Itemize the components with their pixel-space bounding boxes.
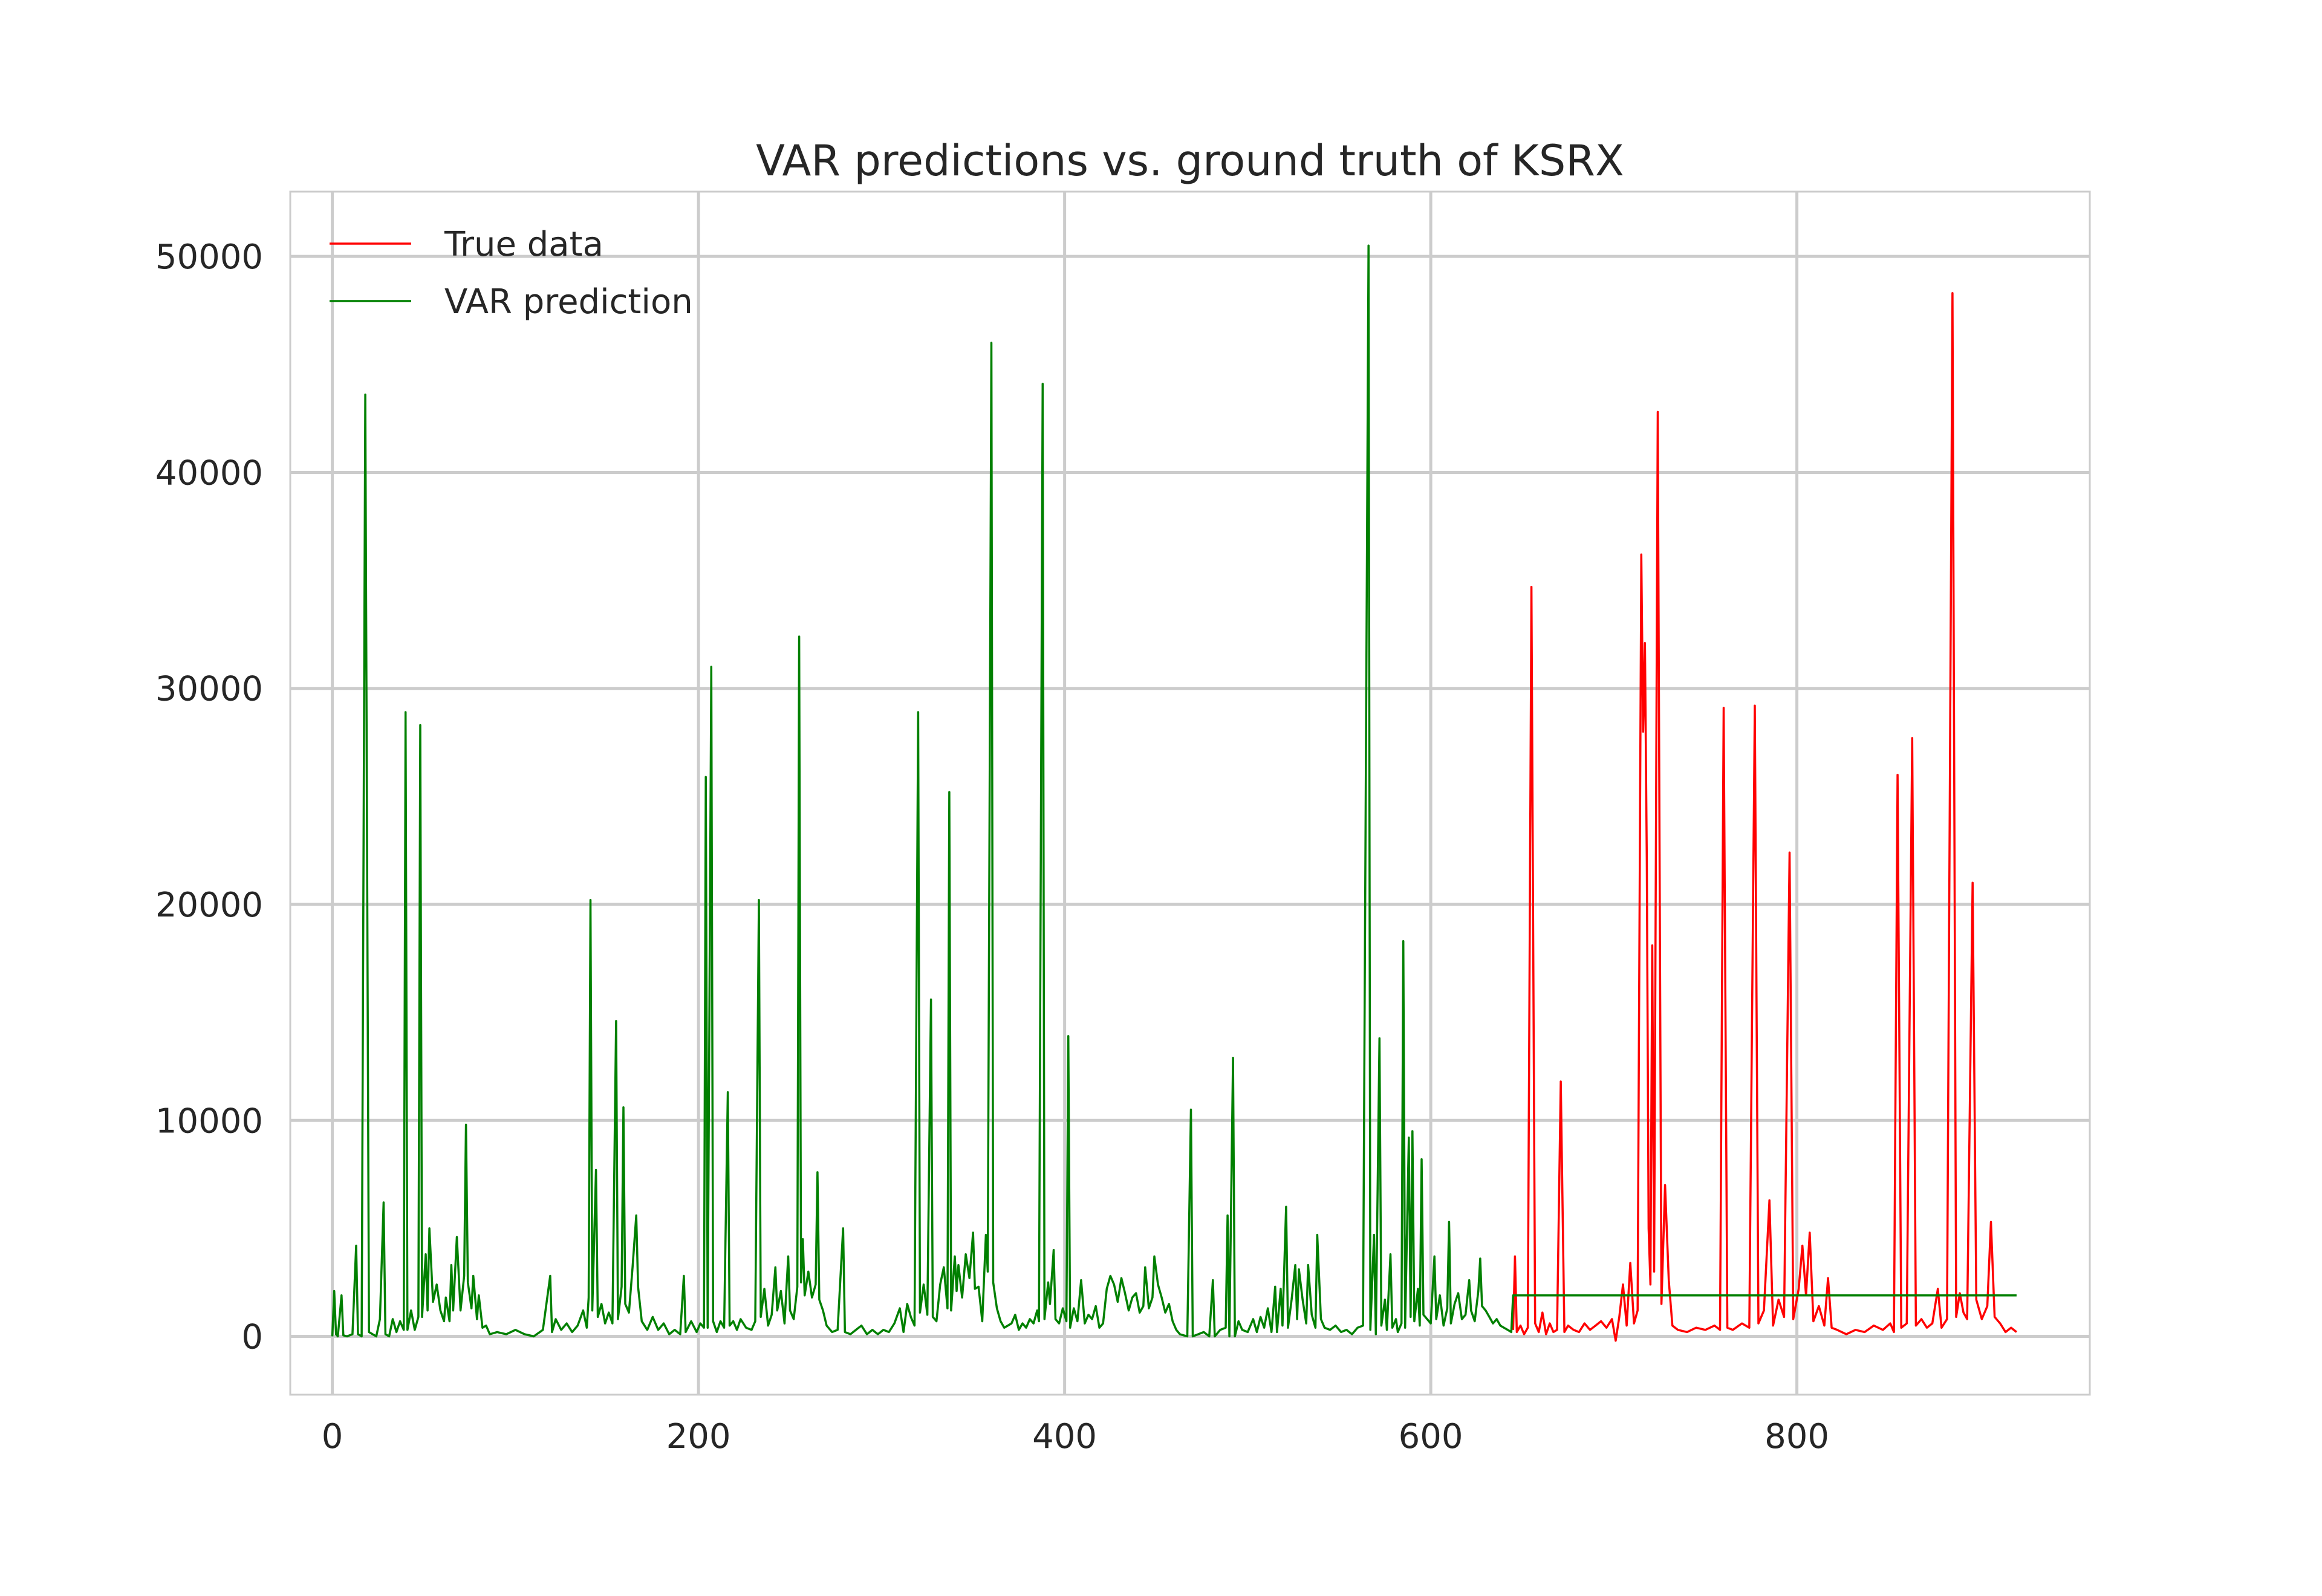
x-tick-label: 400 [1032,1417,1097,1456]
x-tick-label: 800 [1764,1417,1829,1456]
y-tick-label: 10000 [155,1101,263,1141]
y-tick-label: 20000 [155,886,263,925]
y-tick-label: 40000 [155,453,263,493]
series-layer [331,244,2017,1342]
y-tick-label: 30000 [155,670,263,709]
series-line-true-data [1512,292,2017,1342]
legend: True data VAR prediction [330,225,693,322]
y-tick-label: 50000 [155,238,263,277]
legend-label-true-data: True data [444,225,603,264]
plot-frame [289,190,2091,1396]
y-axis-ticks: 0 10000 20000 30000 40000 50000 [155,238,263,1357]
series-line-var-prediction [331,244,2017,1338]
y-tick-label: 0 [241,1318,263,1357]
legend-label-var-prediction: VAR prediction [444,282,693,322]
x-tick-label: 600 [1399,1417,1463,1456]
x-axis-ticks: 0 200 400 600 800 [322,1417,1829,1456]
x-tick-label: 200 [666,1417,731,1456]
x-tick-label: 0 [322,1417,343,1456]
chart-title: VAR predictions vs. ground truth of KSRX [756,136,1624,186]
